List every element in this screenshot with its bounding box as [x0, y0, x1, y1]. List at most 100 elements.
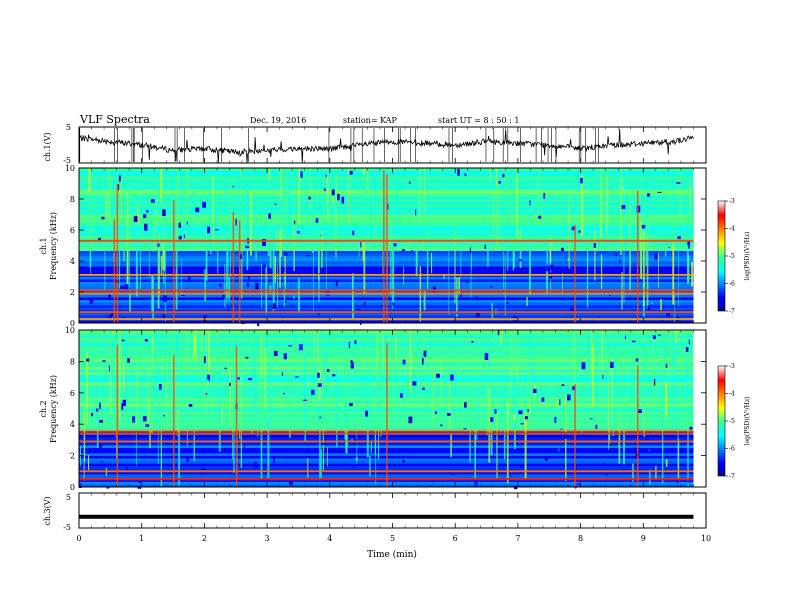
spectrogram-band	[79, 337, 694, 341]
freq-tick-label: 10	[65, 164, 75, 173]
freq-tick-label: 0	[70, 483, 75, 492]
spectrogram-streak	[318, 233, 320, 281]
spectrogram-dark-cell	[635, 358, 639, 362]
spectrogram-dark-cell	[657, 191, 662, 193]
start-time-label: start UT = 8 : 50 : 1	[438, 116, 519, 125]
spectrogram-dark-cell	[412, 381, 417, 386]
spectrogram-dark-cell	[490, 285, 493, 288]
spectrogram-dark-cell	[284, 301, 287, 303]
spectrogram-streak	[662, 389, 664, 484]
spectrogram-streak	[670, 331, 672, 379]
spectrogram-streak	[251, 355, 254, 422]
spectrogram-streak	[651, 302, 653, 304]
spectrogram-dark-cell	[474, 480, 478, 487]
spectrogram-dark-cell	[223, 447, 227, 452]
spectrogram-streak	[450, 330, 451, 408]
spectrogram-streak	[455, 370, 457, 391]
spectrogram-dark-cell	[641, 224, 646, 229]
spectrogram-streak	[646, 193, 648, 235]
spectrogram-dark-cell	[609, 294, 611, 296]
colorbar-tick-label: -4	[729, 226, 735, 233]
spectrogram-streak	[519, 230, 521, 241]
spectrogram-streak	[375, 433, 377, 485]
spectrogram-streak	[181, 258, 183, 298]
spectrogram-dark-cell	[688, 339, 690, 345]
spectrogram-dark-cell	[652, 335, 656, 340]
spectrogram-streak	[606, 168, 609, 178]
spectrogram-dark-cell	[494, 409, 497, 414]
spectrogram-band	[79, 340, 694, 344]
spectrogram-streak	[96, 410, 99, 448]
spectrogram-streak	[346, 356, 348, 446]
spectrogram-streak	[241, 229, 243, 300]
spectrogram-streak	[554, 229, 556, 231]
spectrogram-streak	[493, 190, 495, 238]
spectrogram-dark-cell	[281, 372, 284, 376]
spectrogram-streak	[233, 383, 235, 473]
spectrogram-streak	[240, 374, 242, 468]
spectrogram-dark-cell	[181, 294, 185, 296]
spectrogram-dark-cell	[561, 384, 565, 386]
spectrogram-streak	[265, 265, 268, 314]
spectrogram-streak	[566, 330, 569, 332]
spectrogram-streak	[277, 266, 278, 307]
spectrogram-streak	[516, 330, 519, 369]
spectrogram-dark-cell	[224, 367, 227, 370]
spectrogram-streak	[655, 465, 657, 480]
spectrogram-dark-cell	[262, 264, 267, 268]
spectrogram-dark-cell	[262, 239, 266, 247]
spectrogram-dark-cell	[122, 316, 125, 319]
freq-tick-label: 8	[70, 195, 75, 204]
spectrogram-streak	[665, 459, 668, 467]
spectrogram-streak	[405, 168, 407, 171]
spectrogram-dark-cell	[268, 213, 271, 219]
spectrogram-dark-cell	[599, 437, 603, 440]
spectrogram-streak	[216, 330, 219, 337]
freq-tick-label: 2	[70, 452, 75, 461]
spectrogram-dark-cell	[581, 362, 586, 370]
spectrogram-streak	[248, 330, 250, 351]
spectrogram-dark-cell	[666, 311, 670, 318]
spectrogram-streak	[560, 330, 563, 355]
spectrogram-streak	[307, 458, 309, 478]
freq-tick-label: 4	[70, 257, 75, 266]
spectrogram-dark-cell	[649, 462, 651, 467]
spectrogram-streak	[94, 417, 97, 421]
spectrogram-dark-cell	[245, 356, 249, 359]
spectrogram-streak	[622, 185, 624, 190]
spectrogram-streak	[638, 373, 640, 420]
spectrogram-dark-cell	[133, 215, 138, 222]
spectrogram-streak	[160, 168, 163, 200]
spectrogram-streak	[409, 330, 412, 394]
spectrogram-impulse	[574, 225, 576, 323]
spectrogram-dark-cell	[621, 205, 626, 210]
spectrogram-streak	[160, 429, 162, 487]
spectrogram-streak	[193, 333, 195, 360]
ch3-ytick-top: 5	[66, 493, 71, 502]
spectrogram-dark-cell	[560, 428, 563, 436]
spectrogram-streak	[623, 235, 625, 303]
spectrogram-dark-cell	[300, 171, 303, 178]
spectrogram-streak	[564, 177, 565, 245]
spectrogram-streak	[513, 413, 516, 422]
spectrogram-streak	[577, 168, 580, 192]
spectrogram-streak	[580, 220, 582, 239]
spectrogram-streak	[380, 350, 382, 437]
spectrogram-streak	[600, 254, 603, 289]
spectrogram-dark-cell	[610, 361, 614, 368]
spectrogram-dark-cell	[108, 315, 112, 320]
spectrogram-streak	[642, 301, 645, 317]
spectrogram-streak	[183, 176, 186, 224]
spectrogram-streak	[137, 205, 139, 226]
spectrogram-dark-cell	[127, 434, 129, 437]
spectrogram-dark-cell	[86, 358, 90, 362]
spectrogram-streak	[348, 168, 349, 224]
spectrogram-streak	[426, 383, 428, 431]
spectrogram-streak	[327, 175, 329, 220]
spectrogram-streak	[687, 255, 690, 283]
spectrogram-dark-cell	[158, 384, 162, 390]
spectrogram-dark-cell	[580, 177, 583, 184]
spectrogram-streak	[436, 400, 438, 414]
spectrogram-dark-cell	[440, 424, 443, 427]
spectrogram-streak	[665, 168, 667, 211]
